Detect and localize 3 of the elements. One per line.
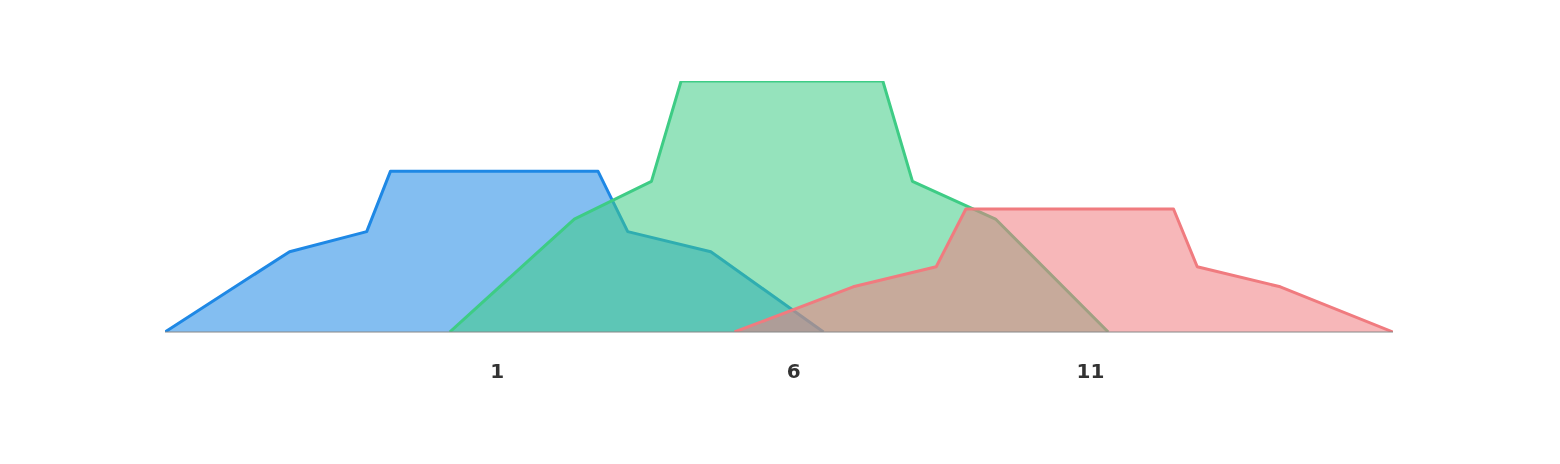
x-tick-label: 1 [490,359,505,384]
x-tick-label: 11 [1076,359,1105,384]
x-tick-label: 6 [786,359,801,384]
